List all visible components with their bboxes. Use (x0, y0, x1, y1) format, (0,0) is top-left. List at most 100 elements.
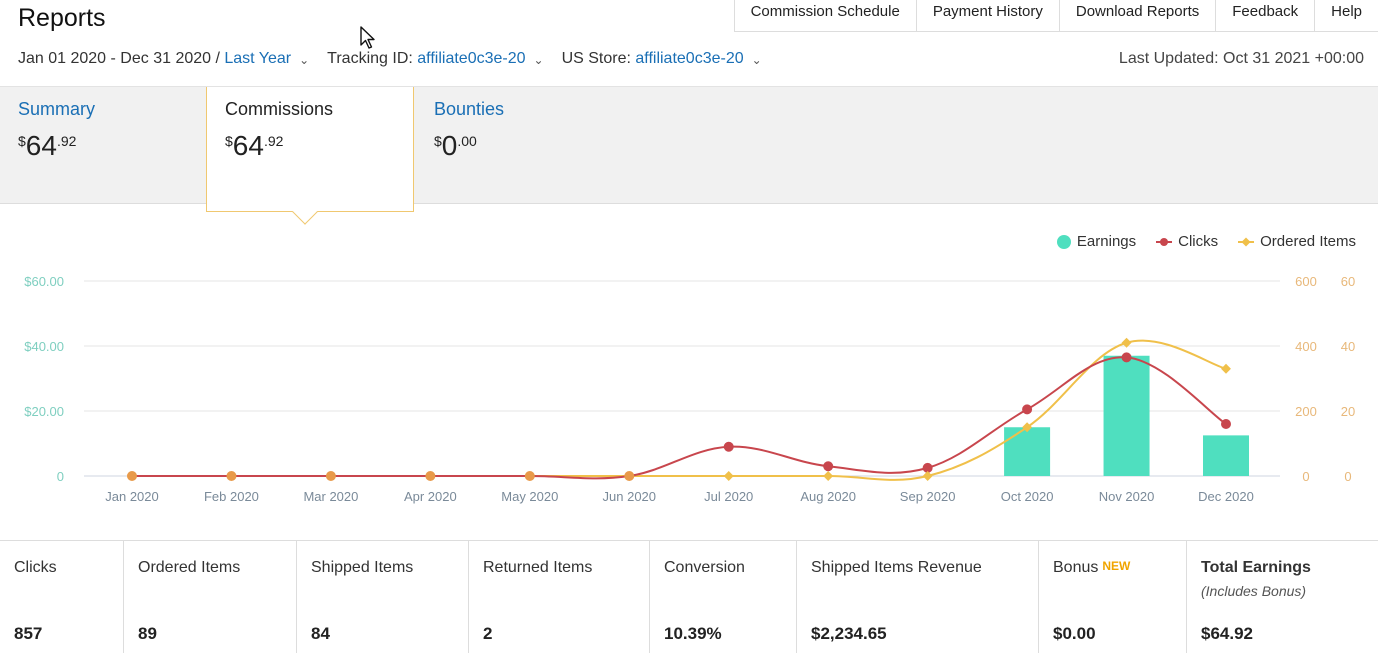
tracking-id-dropdown[interactable]: affiliate0c3e-20 (417, 50, 526, 67)
stat-sublabel: (Includes Bonus) (1201, 583, 1307, 599)
clicks-point (1121, 352, 1132, 363)
x-axis-tick: Jun 2020 (603, 489, 657, 504)
clicks-line (131, 356, 1227, 480)
earnings-bar (1203, 435, 1249, 476)
clicks-point (1221, 419, 1231, 429)
stat-value: 84 (311, 624, 330, 643)
store-dropdown[interactable]: affiliate0c3e-20 (635, 50, 744, 67)
earnings-chart: 0 0 0 $20.00 200 20 $40.00 400 40 $60.00 600 60 Jan … (24, 274, 1355, 504)
x-axis-tick: Aug 2020 (800, 489, 856, 504)
stat-label: Shipped Items (311, 559, 414, 576)
clicks-point (723, 441, 734, 452)
chart-legend: Earnings Clicks Ordered Items (1056, 233, 1356, 250)
x-axis-tick: Oct 2020 (1001, 489, 1054, 504)
commission-schedule-link[interactable]: Commission Schedule (733, 0, 916, 32)
earnings-bar (1103, 355, 1150, 476)
top-navigation: Commission Schedule Payment History Down… (733, 0, 1378, 32)
stat-label: Bonus NEW (1053, 559, 1131, 576)
tab-amount: $0.00 (434, 130, 477, 161)
page-title: Reports (18, 4, 106, 32)
help-link[interactable]: Help (1314, 0, 1378, 32)
legend-earnings[interactable]: Earnings (1056, 233, 1137, 250)
stat-total-earnings: Total Earnings (Includes Bonus) $64.92 (1187, 541, 1378, 653)
clicks-point (922, 462, 933, 473)
stat-label: Ordered Items (138, 559, 241, 576)
download-reports-link[interactable]: Download Reports (1058, 0, 1216, 32)
stat-value: 2 (483, 624, 493, 643)
stat-value: 89 (138, 624, 157, 643)
payment-history-link[interactable]: Payment History (915, 0, 1059, 32)
x-axis-tick: May 2020 (501, 489, 558, 504)
stat-label: Conversion (664, 559, 745, 576)
earnings-dot-icon (1056, 234, 1071, 249)
clicks-point (325, 471, 336, 481)
stat-ordered-items: Ordered Items 89 (124, 541, 297, 653)
right-axis-tick: 40 (1341, 339, 1355, 354)
legend-label: Clicks (1178, 233, 1219, 250)
stat-label: Clicks (14, 559, 57, 576)
ordered-items-point (723, 471, 734, 481)
legend-clicks[interactable]: Clicks (1156, 233, 1218, 250)
x-axis-tick: Feb 2020 (204, 489, 259, 504)
clicks-point (226, 471, 237, 481)
tab-label: Bounties (434, 99, 505, 119)
clicks-point (425, 471, 436, 481)
report-tabs: Summary $64.92 Commissions $64.92 Bounti… (0, 86, 1378, 212)
tracking-id-label: Tracking ID: (327, 50, 413, 67)
right-axis-tick: 0 (1344, 469, 1351, 484)
x-axis-tick: Jan 2020 (105, 489, 159, 504)
x-axis-tick: Mar 2020 (303, 489, 358, 504)
mouse-cursor-icon (360, 26, 375, 49)
store-label: US Store: (561, 50, 631, 67)
clicks-line-icon (1156, 237, 1173, 247)
clicks-point (624, 471, 635, 481)
x-axis-tick: Apr 2020 (404, 489, 457, 504)
tab-amount: $64.92 (225, 130, 284, 161)
left-axis-tick: $40.00 (24, 339, 64, 354)
date-preset-dropdown[interactable]: Last Year (224, 50, 292, 67)
stat-shipped-revenue: Shipped Items Revenue $2,234.65 (797, 541, 1039, 653)
legend-label: Ordered Items (1260, 233, 1356, 250)
legend-label: Earnings (1076, 233, 1137, 250)
tab-commissions[interactable]: Commissions $64.92 (206, 87, 414, 212)
feedback-link[interactable]: Feedback (1215, 0, 1315, 32)
ordered-items-point (823, 471, 834, 481)
x-axis-tick: Sep 2020 (900, 489, 956, 504)
stat-label: Returned Items (483, 559, 593, 576)
ordered-items-point (922, 471, 933, 481)
tab-amount: $64.92 (18, 130, 77, 161)
stat-value: 10.39% (664, 624, 722, 643)
left-axis-tick: $20.00 (24, 404, 64, 419)
stat-value: $2,234.65 (811, 624, 887, 643)
stat-conversion: Conversion 10.39% (650, 541, 797, 653)
stat-label: Shipped Items Revenue (811, 559, 982, 576)
clicks-point (823, 461, 834, 472)
x-axis-tick: Jul 2020 (704, 489, 753, 504)
clicks-point (1022, 404, 1033, 415)
stat-value: $0.00 (1053, 624, 1096, 643)
ordered-items-point (1221, 363, 1231, 374)
chevron-down-icon[interactable]: ⌄ (299, 53, 310, 67)
report-filters: Jan 01 2020 - Dec 31 2020 / Last Year ⌄ … (18, 50, 780, 68)
tab-summary[interactable]: Summary $64.92 (0, 87, 206, 205)
earnings-bar (1004, 427, 1051, 476)
stat-returned-items: Returned Items 2 (469, 541, 650, 653)
tab-label: Summary (18, 99, 96, 119)
stat-bonus: Bonus NEW $0.00 (1039, 541, 1187, 653)
chevron-down-icon[interactable]: ⌄ (533, 53, 544, 67)
right-axis-tick: 600 (1295, 274, 1317, 289)
tab-bounties[interactable]: Bounties $0.00 (416, 87, 616, 205)
stat-label: Total Earnings (1201, 559, 1311, 576)
right-axis-tick: 60 (1341, 274, 1355, 289)
clicks-point (127, 471, 137, 481)
left-axis-tick: 0 (57, 469, 64, 484)
right-axis-tick: 400 (1295, 339, 1317, 354)
tab-label: Commissions (225, 99, 334, 119)
stat-shipped-items: Shipped Items 84 (297, 541, 469, 653)
stat-value: 857 (14, 624, 43, 643)
legend-ordered-items[interactable]: Ordered Items (1238, 233, 1356, 250)
chevron-down-icon[interactable]: ⌄ (751, 53, 762, 67)
x-axis-tick: Nov 2020 (1099, 489, 1155, 504)
stats-bar: Clicks 857 Ordered Items 89 Shipped Item… (0, 540, 1378, 653)
right-axis-tick: 20 (1341, 404, 1355, 419)
